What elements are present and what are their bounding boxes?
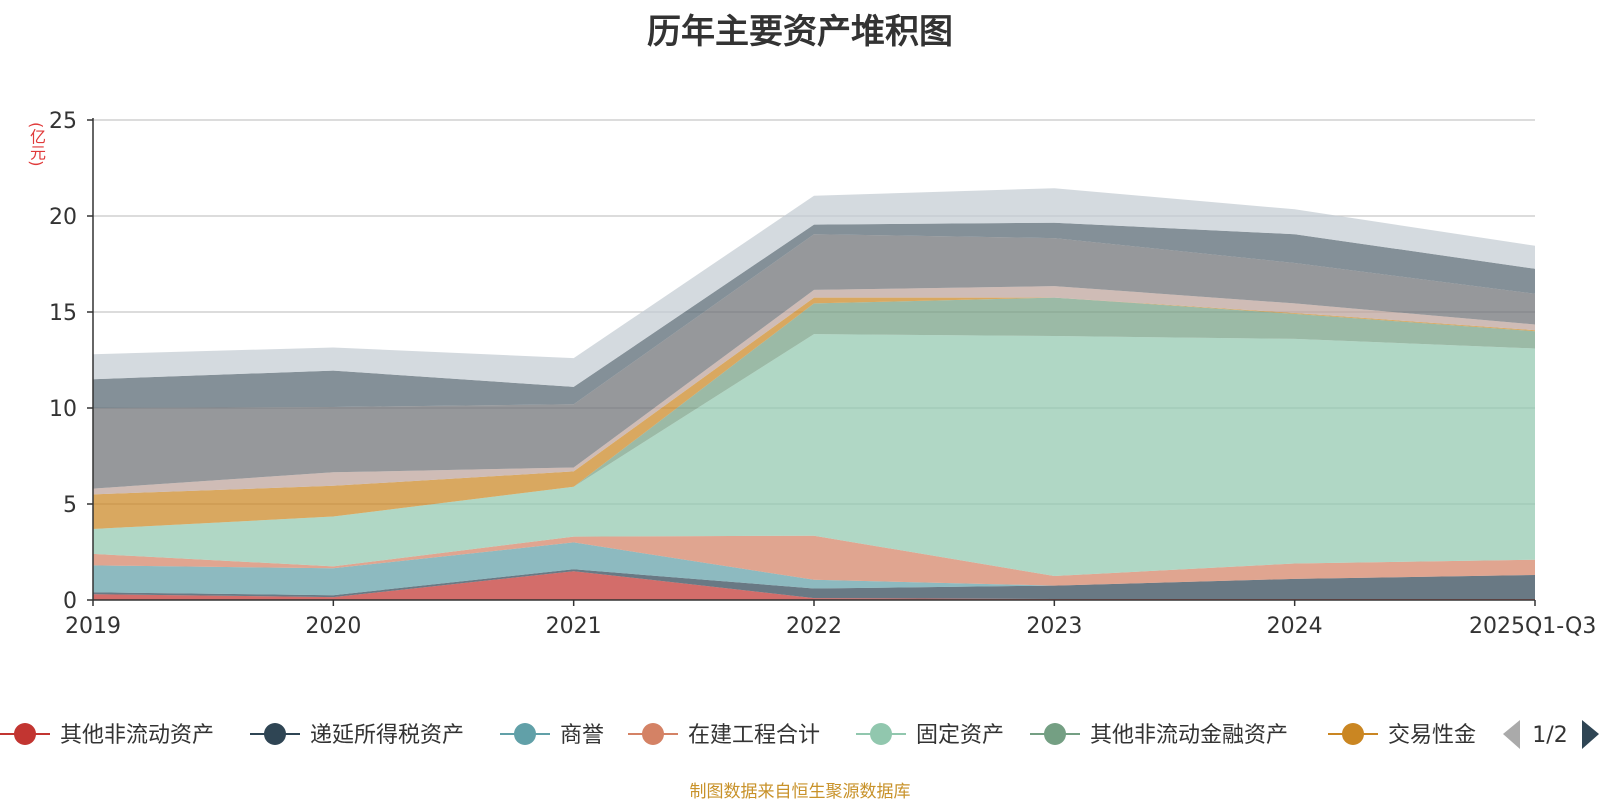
legend-marker [14,723,36,745]
legend-item[interactable]: 递延所得税资产 [250,723,464,748]
x-tick-label: 2020 [305,614,361,639]
x-tick-label: 2021 [546,614,602,639]
legend-prev-icon[interactable] [1503,720,1520,749]
area-series-series-8 [93,234,1535,489]
legend-marker [264,723,286,745]
chart-title: 历年主要资产堆积图 [647,12,953,52]
legend-item[interactable]: 其他非流动金融资产 [1030,723,1288,748]
y-tick-label: 5 [63,493,77,518]
y-tick-label: 15 [49,301,77,326]
legend-next-icon[interactable] [1582,720,1599,749]
area-series-商誉 [93,542,1535,596]
x-tick-label: 2024 [1267,614,1323,639]
x-tick-label: 2023 [1026,614,1082,639]
legend-label: 商誉 [560,723,604,748]
x-tick-label: 2019 [65,614,121,639]
legend-label: 在建工程合计 [688,723,820,748]
legend-item[interactable]: 其他非流动资产 [0,723,214,748]
legend-item[interactable]: 商誉 [500,723,604,748]
y-tick-label: 20 [49,205,77,230]
area-series-在建工程合计 [93,535,1535,586]
legend-label: 递延所得税资产 [310,723,464,748]
x-tick-label: 2022 [786,614,842,639]
legend-label: 其他非流动金融资产 [1090,723,1288,748]
area-series-其他非流动资产 [93,571,1535,600]
legend-item[interactable]: 在建工程合计 [628,723,820,748]
y-axis-unit: (亿元) [27,122,46,167]
data-source-note: 制图数据来自恒生聚源数据库 [689,782,911,802]
y-tick-label: 0 [63,589,77,614]
legend-label: 交易性金 [1388,723,1476,748]
x-tick-label: 2025Q1-Q3 [1469,614,1596,639]
legend-marker [1044,723,1066,745]
area-series-series-10 [93,188,1535,387]
legend-label: 固定资产 [916,723,1004,748]
legend-marker [642,723,664,745]
legend-item[interactable]: 固定资产 [856,723,1004,748]
legend-item[interactable]: 交易性金 [1328,723,1476,748]
y-tick-label: 25 [49,109,77,134]
y-tick-label: 10 [49,397,77,422]
legend-marker [514,723,536,745]
legend-marker [1342,723,1364,745]
area-series-固定资产 [93,334,1535,576]
area-series-递延所得税资产 [93,569,1535,599]
legend-label: 其他非流动资产 [60,723,214,748]
legend-marker [870,723,892,745]
legend-page-indicator: 1/2 [1532,723,1567,748]
area-series-交易性金 [93,297,1535,529]
area-series-series-9 [93,222,1535,408]
